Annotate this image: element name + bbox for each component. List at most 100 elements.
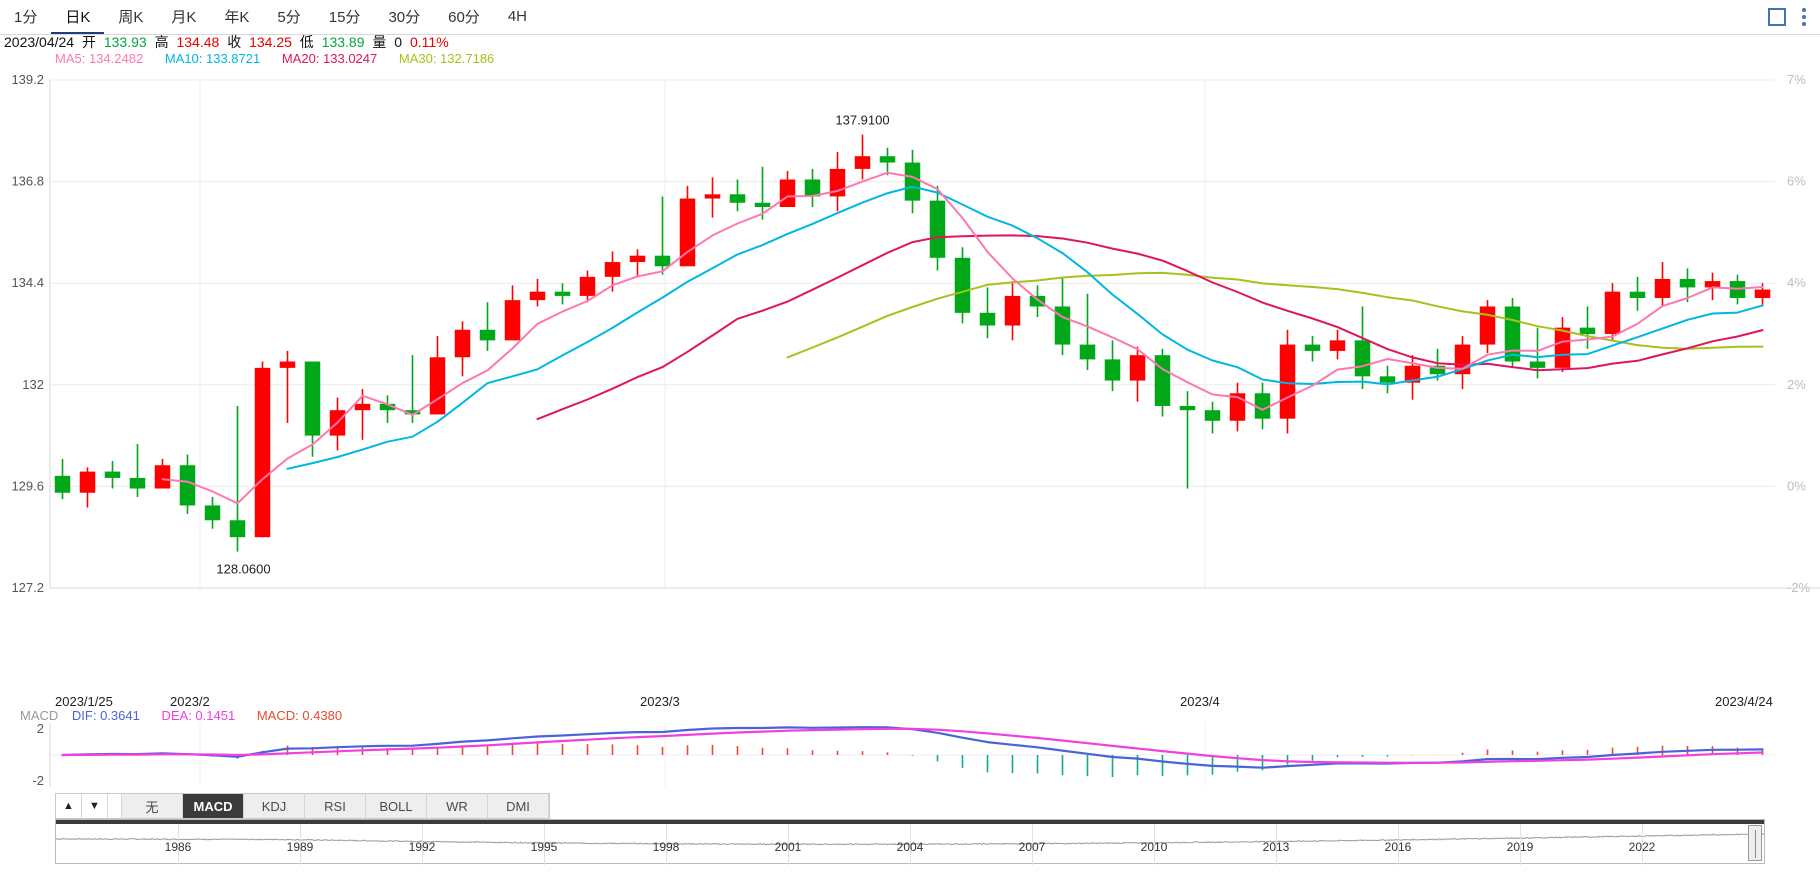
macd-svg: 2 -2	[32, 721, 1775, 788]
navigator-tick	[1642, 824, 1643, 865]
macd-dea: DEA: 0.1451	[161, 708, 236, 723]
quote-volume-value: 0	[394, 34, 403, 50]
svg-text:2: 2	[37, 721, 44, 736]
ma20-legend: MA20: 133.0247	[281, 51, 378, 66]
navigator-right-handle[interactable]	[1748, 825, 1762, 861]
svg-text:129.6: 129.6	[11, 478, 44, 493]
navigator-topbar	[56, 820, 1764, 824]
indicator-boll[interactable]: BOLL	[366, 794, 427, 818]
tab-15min[interactable]: 15分	[328, 8, 361, 26]
indicator-rsi[interactable]: RSI	[305, 794, 366, 818]
tabbar-spacer	[541, 0, 1768, 34]
quote-high-label: 高	[154, 34, 169, 50]
navigator-year-2022: 2022	[1628, 840, 1656, 854]
navigator-tick	[422, 824, 423, 865]
indicator-wr[interactable]: WR	[427, 794, 488, 818]
navigator-year-2004: 2004	[896, 840, 924, 854]
x-axis-dates: 2023/1/25 2023/2 2023/3 2023/4 2023/4/24	[0, 694, 1820, 712]
tab-daily[interactable]: 日K	[51, 0, 105, 34]
navigator-tick	[300, 824, 301, 865]
quote-volume-label: 量	[372, 34, 387, 50]
svg-text:4%: 4%	[1787, 275, 1806, 290]
navigator-year-2001: 2001	[774, 840, 802, 854]
navigator-tick	[1276, 824, 1277, 865]
tab-30min[interactable]: 30分	[388, 8, 421, 26]
quote-close-value: 134.25	[249, 34, 292, 50]
ma-legend: MA5: 134.2482 MA10: 133.8721 MA20: 133.0…	[55, 51, 512, 66]
navigator-year-2010: 2010	[1140, 840, 1168, 854]
price-chart[interactable]: 139.2 7% 136.8 6% 134.4 4% 132 2% 129.6 0% 127.2 -2…	[0, 66, 1820, 596]
collapse-icon[interactable]	[1768, 8, 1786, 26]
svg-text:-2: -2	[32, 773, 44, 788]
svg-text:0%: 0%	[1787, 478, 1806, 493]
svg-text:137.9100: 137.9100	[835, 113, 889, 128]
xdate-2: 2023/3	[640, 694, 680, 709]
tab-monthly[interactable]: 月K	[171, 8, 197, 26]
tab-5min[interactable]: 5分	[277, 8, 301, 26]
navigator-year-1995: 1995	[530, 840, 558, 854]
navigator-tick	[178, 824, 179, 865]
tab-weekly[interactable]: 周K	[118, 8, 144, 26]
svg-text:136.8: 136.8	[11, 174, 44, 189]
navigator-tick	[910, 824, 911, 865]
tab-60min[interactable]: 60分	[448, 8, 480, 26]
indicator-spacer	[108, 794, 122, 818]
navigator-tick	[1398, 824, 1399, 865]
macd-legend: MACD DIF: 0.3641 DEA: 0.1451 MACD: 0.438…	[20, 708, 342, 723]
indicator-tabbar: ▲ ▼ 无 MACD KDJ RSI BOLL WR DMI	[55, 793, 550, 819]
svg-text:127.2: 127.2	[11, 580, 44, 595]
price-chart-svg: 139.2 7%136.8 6%134.4 4%132 2%129.6 0%127.2 -2…	[11, 72, 1820, 595]
navigator-tick	[544, 824, 545, 865]
indicator-dmi[interactable]: DMI	[488, 794, 549, 818]
xdate-4: 2023/4/24	[1715, 694, 1773, 709]
ma5-legend: MA5: 134.2482	[55, 51, 144, 66]
xdate-1: 2023/2	[170, 694, 210, 709]
navigator-tick	[1520, 824, 1521, 865]
quote-close-label: 收	[227, 34, 242, 50]
indicator-kdj[interactable]: KDJ	[244, 794, 305, 818]
navigator-year-2019: 2019	[1506, 840, 1534, 854]
svg-text:139.2: 139.2	[11, 72, 44, 87]
quote-high-value: 134.48	[176, 34, 220, 50]
quote-low-label: 低	[299, 34, 314, 50]
navigator-year-1998: 1998	[652, 840, 680, 854]
macd-value: MACD: 0.4380	[256, 708, 343, 723]
timeframe-tabbar: 1分 日K 周K 月K 年K 5分 15分 30分 60分 4H	[0, 0, 1820, 35]
ma10-legend: MA10: 133.8721	[164, 51, 261, 66]
quote-change-pct: 0.11%	[409, 34, 449, 50]
macd-dif: DIF: 0.3641	[71, 708, 140, 723]
indicator-macd[interactable]: MACD	[183, 794, 244, 818]
quote-low-value: 133.89	[321, 34, 365, 50]
tab-4h[interactable]: 4H	[507, 7, 527, 25]
indicator-down-arrow[interactable]: ▼	[82, 794, 108, 818]
macd-title: MACD	[20, 708, 59, 723]
quote-open-label: 开	[81, 34, 96, 50]
svg-text:132: 132	[22, 377, 44, 392]
more-vertical-icon[interactable]	[1802, 8, 1806, 26]
macd-panel[interactable]: 2 -2	[0, 715, 1820, 795]
indicator-up-arrow[interactable]: ▲	[56, 794, 82, 818]
xdate-3: 2023/4	[1180, 694, 1220, 709]
navigator-tick	[788, 824, 789, 865]
svg-text:6%: 6%	[1787, 174, 1806, 189]
indicator-none[interactable]: 无	[122, 794, 183, 818]
tab-1min[interactable]: 1分	[14, 8, 38, 26]
svg-text:2%: 2%	[1787, 377, 1806, 392]
svg-text:134.4: 134.4	[11, 275, 44, 290]
range-navigator[interactable]: 1986 1989 1992 1995 1998 2001 2004 2007 2010 2013…	[55, 819, 1765, 865]
quote-line: 2023/04/24 开 133.93 高 134.48 收 134.25 低 …	[4, 34, 453, 50]
navigator-tick	[1032, 824, 1033, 865]
navigator-year-2013: 2013	[1262, 840, 1290, 854]
svg-text:128.0600: 128.0600	[216, 562, 270, 577]
xdate-0: 2023/1/25	[55, 694, 113, 709]
quote-open-value: 133.93	[103, 34, 147, 50]
svg-text:7%: 7%	[1787, 72, 1806, 87]
quote-date: 2023/04/24	[4, 34, 75, 50]
navigator-tick	[666, 824, 667, 865]
navigator-year-2016: 2016	[1384, 840, 1412, 854]
tab-yearly[interactable]: 年K	[224, 8, 250, 26]
navigator-year-2007: 2007	[1018, 840, 1046, 854]
navigator-tick	[1154, 824, 1155, 865]
navigator-year-1992: 1992	[408, 840, 436, 854]
